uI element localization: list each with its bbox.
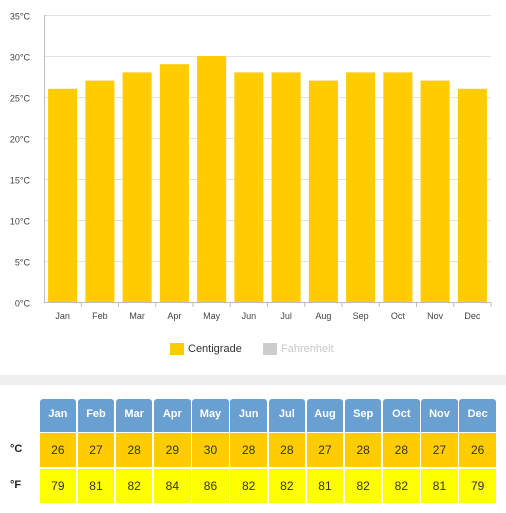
table-header-cell: Jun	[230, 399, 267, 432]
y-tick-label: 30°C	[10, 53, 31, 63]
table-header-cell: Dec	[459, 399, 496, 432]
table-row-celsius: °C 26 27 28 29 30 28 28 27 28 28 27 26	[0, 433, 506, 467]
x-tick-label: Jan	[55, 311, 70, 321]
bar-jun	[234, 72, 264, 303]
table-header-cell: Sep	[344, 399, 382, 432]
x-tick-label: Apr	[167, 311, 181, 321]
table-header-row: Jan Feb Mar Apr May Jun Jul Aug Sep Oct Nov Dec	[0, 399, 506, 432]
fahrenheit-row-label: °F	[10, 479, 22, 491]
table-cell-fahrenheit: 81	[421, 469, 458, 503]
x-tick-label: Aug	[315, 311, 331, 321]
table-cell-fahrenheit: 79	[459, 469, 496, 503]
table-cell-fahrenheit: 81	[306, 469, 344, 503]
x-tick-label: May	[203, 311, 221, 321]
table-cell-celsius: 27	[77, 433, 115, 467]
table-cell-celsius: 28	[344, 433, 382, 467]
x-tick-label: Nov	[427, 311, 444, 321]
table-cell-celsius: 27	[421, 433, 458, 467]
chart-legend: Centigrade Fahrenheit	[0, 343, 506, 357]
table-cell-fahrenheit: 81	[77, 469, 115, 503]
legend-label-fahrenheit: Fahrenheit	[281, 343, 334, 355]
table-header-cell: Mar	[115, 399, 153, 432]
y-tick-label: 20°C	[10, 135, 31, 145]
temperature-chart: 0°C 5°C 10°C 15°C 20°C 25°C 30°C 35°C Jan Feb Mar A…	[0, 11, 506, 357]
table-header-cell: Apr	[154, 399, 191, 432]
legend-swatch-fahrenheit	[263, 343, 277, 355]
table-header-cell: Jan	[39, 399, 77, 432]
bar-mar	[122, 72, 152, 303]
table-cell-fahrenheit: 82	[230, 469, 267, 503]
bar-oct	[383, 72, 413, 303]
bar-dec	[457, 88, 487, 302]
bar-sep	[346, 72, 376, 303]
table-cell-celsius: 27	[306, 433, 344, 467]
bar-aug	[308, 80, 338, 302]
table-header-cell: Jul	[268, 399, 306, 432]
legend-label-centigrade: Centigrade	[188, 343, 242, 355]
bar-apr	[159, 64, 189, 302]
x-tick-label: Oct	[391, 311, 406, 321]
y-tick-label: 5°C	[15, 258, 31, 268]
x-tick-label: Jul	[280, 311, 292, 321]
y-tick-label: 0°C	[15, 299, 31, 309]
bar-jan	[48, 88, 78, 302]
celsius-row-label: °C	[10, 443, 23, 455]
legend-item-centigrade[interactable]: Centigrade	[170, 343, 242, 355]
table-cell-fahrenheit: 86	[192, 469, 229, 503]
table-cell-celsius: 29	[154, 433, 191, 467]
table-cell-fahrenheit: 82	[115, 469, 153, 503]
section-divider	[0, 375, 506, 385]
bar-chart-svg: 0°C 5°C 10°C 15°C 20°C 25°C 30°C 35°C Jan Feb Mar A…	[10, 12, 492, 321]
x-tick-label: Jun	[242, 311, 257, 321]
x-tick-label: Mar	[129, 311, 145, 321]
bar-nov	[420, 80, 450, 302]
bar-jul	[271, 72, 301, 303]
table-cell-fahrenheit: 82	[268, 469, 306, 503]
temperature-table: Jan Feb Mar Apr May Jun Jul Aug Sep Oct Nov Dec °C …	[0, 385, 506, 513]
table-header-cell: Feb	[77, 399, 115, 432]
legend-swatch-centigrade	[170, 343, 184, 355]
table-cell-fahrenheit: 82	[344, 469, 382, 503]
table-header-cell: Aug	[306, 399, 344, 432]
y-tick-label: 10°C	[10, 217, 31, 227]
table-cell-fahrenheit: 82	[383, 469, 420, 503]
y-tick-label: 25°C	[10, 94, 31, 104]
x-tick-label: Dec	[464, 311, 481, 321]
legend-item-fahrenheit[interactable]: Fahrenheit	[263, 343, 334, 355]
table-header-cell: May	[192, 399, 229, 432]
table-cell-fahrenheit: 79	[39, 469, 77, 503]
y-tick-label: 35°C	[10, 12, 31, 22]
x-tick-label: Sep	[353, 311, 369, 321]
table-cell-fahrenheit: 84	[154, 469, 191, 503]
table-cell-celsius: 28	[383, 433, 420, 467]
bar-feb	[85, 80, 115, 302]
table-cell-celsius: 28	[268, 433, 306, 467]
table-cell-celsius: 26	[459, 433, 496, 467]
table-cell-celsius: 28	[230, 433, 267, 467]
table-row-fahrenheit: °F 79 81 82 84 86 82 82 81 82 82 81 79	[0, 469, 506, 503]
y-tick-label: 15°C	[10, 176, 31, 186]
table-header-cell: Nov	[421, 399, 458, 432]
table-cell-celsius: 28	[115, 433, 153, 467]
table-cell-celsius: 30	[192, 433, 229, 467]
bar-may	[197, 56, 227, 302]
x-tick-label: Feb	[92, 311, 108, 321]
table-cell-celsius: 26	[39, 433, 77, 467]
table-header-cell: Oct	[383, 399, 420, 432]
